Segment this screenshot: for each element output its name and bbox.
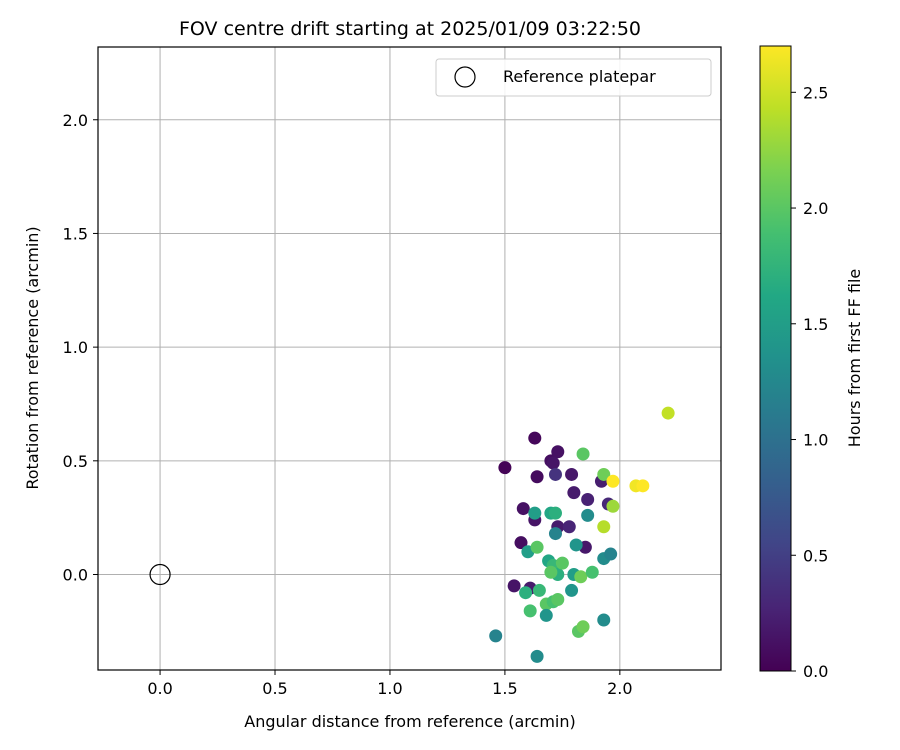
x-tick-label: 1.5 [492,679,517,698]
data-point [539,608,553,622]
data-point [530,470,544,484]
data-point [597,613,611,627]
data-point [567,486,581,500]
data-point [530,540,544,554]
data-point [562,520,576,534]
data-point [581,508,595,522]
data-point [606,474,620,488]
colorbar-ticks: 0.0 0.5 1.0 1.5 2.0 2.5 [791,83,828,681]
x-tick-label: 0.5 [262,679,287,698]
data-point [604,547,618,561]
y-axis-label: Rotation from reference (arcmin) [23,226,42,489]
legend-box [435,58,712,97]
data-point [528,431,542,445]
data-point [548,506,562,520]
colorbar-tick-label: 2.0 [803,199,828,218]
data-point [498,461,512,475]
colorbar-tick-label: 1.5 [803,315,828,334]
data-point [548,467,562,481]
x-tick-label: 1.0 [377,679,402,698]
x-tick-label: 0.0 [147,679,172,698]
y-axis-ticks: 0.0 0.5 1.0 1.5 2.0 [63,111,98,585]
colorbar: 0.0 0.5 1.0 1.5 2.0 2.5 Hours from first FF f… [759,45,864,681]
colorbar-tick-label: 0.0 [803,662,828,681]
plot-frame [97,46,722,671]
data-point [530,649,544,663]
data-point [551,445,565,459]
reference-platepar-point [149,563,171,586]
x-tick-label: 2.0 [607,679,632,698]
x-axis-label: Angular distance from reference (arcmin) [244,712,575,731]
data-point [532,583,546,597]
data-point [528,506,542,520]
chart-title: FOV centre drift starting at 2025/01/09 … [179,18,641,40]
data-point [576,447,590,461]
data-point [606,499,620,513]
data-point [544,565,558,579]
data-point [546,456,560,470]
y-tick-label: 0.0 [63,566,88,585]
data-point [548,527,562,541]
data-point [489,629,503,643]
data-point [585,565,599,579]
data-point [519,586,533,600]
colorbar-tick-label: 0.5 [803,546,828,565]
data-point [576,620,590,634]
y-tick-label: 1.0 [63,338,88,357]
x-axis-ticks: 0.0 0.5 1.0 1.5 2.0 [147,670,633,698]
legend-label: Reference platepar [503,67,656,86]
y-tick-label: 1.5 [63,224,88,243]
reference-marker [149,563,171,586]
data-point [523,604,537,618]
legend-marker-open-circle [454,66,476,88]
data-point [507,579,521,593]
data-point [574,570,588,584]
y-tick-label: 2.0 [63,111,88,130]
data-points [489,406,675,663]
data-point [516,502,530,516]
colorbar-tick-label: 2.5 [803,83,828,102]
data-point [555,556,569,570]
colorbar-gradient [759,45,792,672]
colorbar-tick-label: 1.0 [803,431,828,450]
data-point [565,467,579,481]
data-point [565,583,579,597]
data-point [569,538,583,552]
data-point [581,492,595,506]
colorbar-label: Hours from first FF file [845,269,864,448]
data-point [636,479,650,493]
data-point [597,467,611,481]
data-point [661,406,675,420]
grid-lines [98,47,721,670]
data-point [597,520,611,534]
data-point [551,593,565,607]
legend: Reference platepar [435,58,712,97]
y-tick-label: 0.5 [63,452,88,471]
data-point [514,536,528,550]
